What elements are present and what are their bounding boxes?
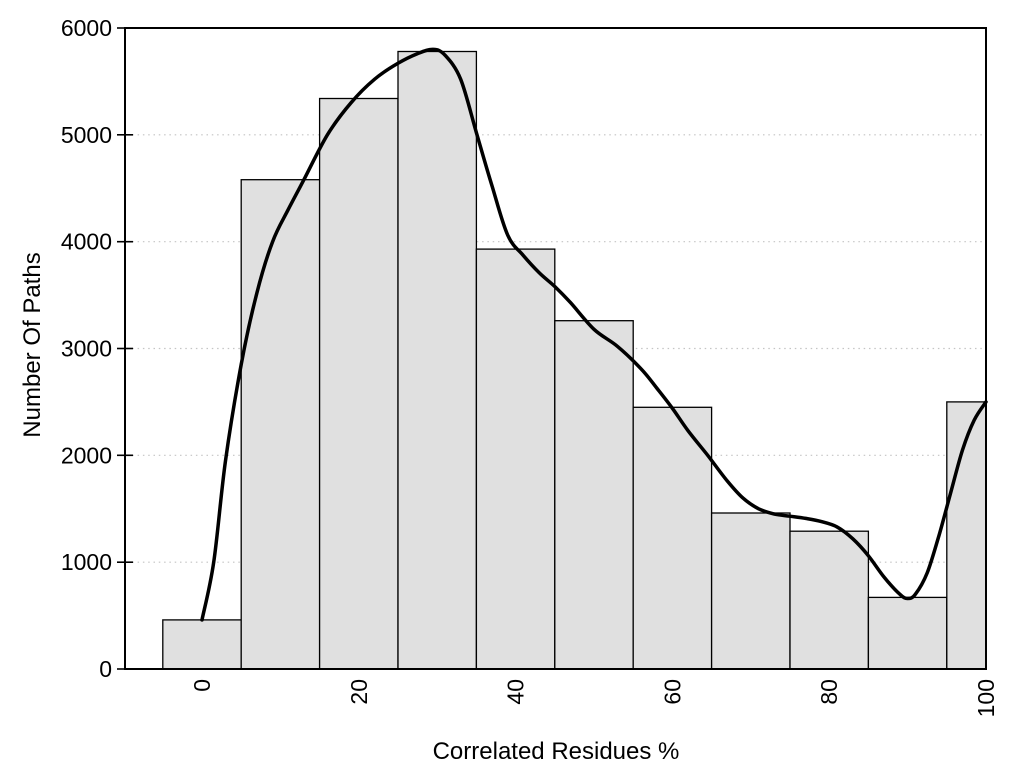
x-tick-label: 80 (816, 679, 842, 705)
density-curve (200, 47, 988, 622)
histogram-bar (789, 530, 870, 670)
y-axis-title: Number Of Paths (19, 252, 46, 438)
y-tick-label: 3000 (61, 336, 112, 362)
y-tick-label: 4000 (61, 229, 112, 255)
y-tick-label: 0 (99, 656, 112, 682)
histogram-bar (710, 512, 791, 670)
x-tick-label: 20 (346, 679, 372, 705)
x-axis-title: Correlated Residues % (432, 738, 680, 765)
histogram-bar (632, 406, 713, 670)
y-tick-label: 2000 (61, 442, 112, 468)
histogram-bar (475, 248, 556, 670)
x-tick-label: 60 (659, 679, 685, 705)
x-tick-label: 40 (503, 679, 529, 705)
histogram-bar (162, 619, 242, 670)
x-tick-label: 0 (189, 679, 215, 692)
histogram-bar (554, 320, 634, 670)
y-tick-label: 5000 (61, 122, 112, 148)
histogram-bar (397, 50, 478, 670)
x-tick-label: 100 (973, 679, 999, 717)
histogram-bar (867, 596, 948, 670)
y-tick-label: 6000 (61, 15, 112, 41)
histogram-bar (318, 97, 399, 670)
y-tick-label: 1000 (61, 549, 112, 575)
histogram-bar (240, 179, 321, 670)
